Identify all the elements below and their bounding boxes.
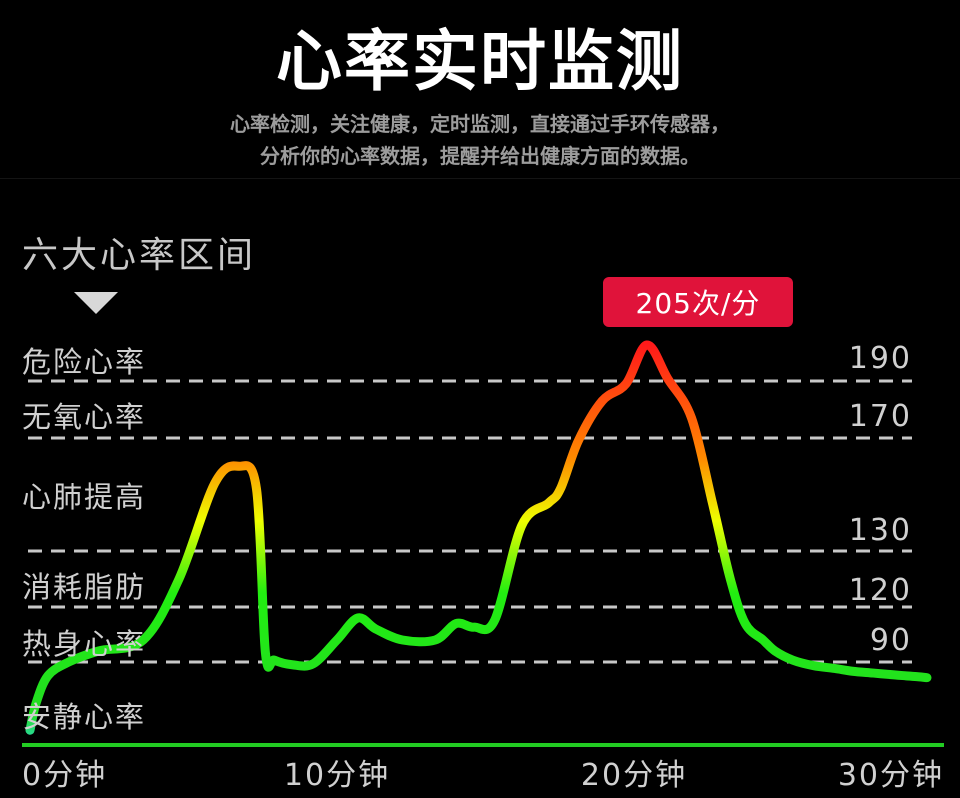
x-tick-label-10: 10分钟 xyxy=(284,758,390,793)
zone-label-danger: 危险心率 xyxy=(22,345,147,379)
zone-label-anaerobic: 无氧心率 xyxy=(22,400,147,434)
x-tick-label-30: 30分钟 xyxy=(838,758,944,793)
zone-label-resting: 安静心率 xyxy=(22,700,147,734)
subtitle-line-1: 心率检测，关注健康，定时监测，直接通过手环传感器， xyxy=(230,112,730,136)
threshold-value-130: 130 xyxy=(849,513,912,548)
triangle-down-icon xyxy=(74,292,118,314)
threshold-value-190: 190 xyxy=(849,341,912,376)
header: 心率实时监测 心率检测，关注健康，定时监测，直接通过手环传感器， 分析你的心率数… xyxy=(0,0,960,178)
threshold-grid xyxy=(28,379,912,664)
x-axis-labels: 0分钟 10分钟 20分钟 30分钟 xyxy=(22,758,944,793)
zone-label-fat-burn: 消耗脂肪 xyxy=(22,570,147,604)
header-divider xyxy=(0,178,960,179)
threshold-value-170: 170 xyxy=(849,399,912,434)
zones-section-title: 六大心率区间 xyxy=(22,235,257,276)
x-tick-label-0: 0分钟 xyxy=(22,758,107,793)
threshold-labels: 190 170 130 120 90 xyxy=(849,341,912,658)
page-title: 心率实时监测 xyxy=(276,23,684,100)
threshold-value-120: 120 xyxy=(849,573,912,608)
zone-label-warmup: 热身心率 xyxy=(22,627,147,661)
zone-label-cardio: 心肺提高 xyxy=(22,480,147,514)
subtitle-line-2: 分析你的心率数据，提醒并给出健康方面的数据。 xyxy=(260,144,700,168)
heart-rate-line xyxy=(25,340,932,735)
peak-badge: 205次/分 xyxy=(603,277,793,327)
x-tick-label-20: 20分钟 xyxy=(581,758,687,793)
threshold-value-90: 90 xyxy=(870,623,912,658)
